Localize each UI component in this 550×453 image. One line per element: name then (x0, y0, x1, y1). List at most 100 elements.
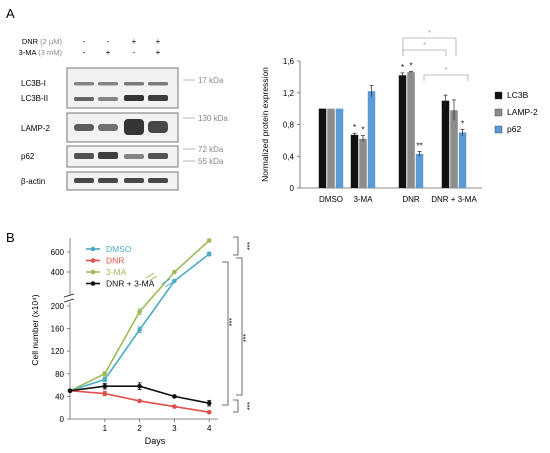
panel-label-a: A (6, 6, 15, 21)
data-point (102, 391, 108, 396)
legend-marker (90, 281, 96, 286)
band (124, 154, 144, 159)
blot-box-lc3b (66, 67, 179, 109)
sign: - (83, 48, 86, 57)
band (98, 152, 118, 159)
data-point (172, 278, 177, 284)
bar (450, 110, 458, 188)
legend-label: LC3B (507, 90, 529, 100)
bracket-significance: * (428, 29, 431, 38)
legend-swatch (494, 108, 503, 117)
band (74, 82, 94, 86)
x-tick-label: 3 (172, 424, 177, 433)
blot-box-actin (66, 171, 179, 191)
significance-mark: * (361, 126, 364, 135)
treat-row-3ma: 3-MA (3 mM) (19, 48, 63, 57)
bar (458, 132, 467, 188)
band-label: LC3B-I (21, 79, 46, 88)
significance-mark: * (401, 63, 404, 72)
y-tick-label: 40 (55, 392, 64, 401)
sign: - (133, 48, 136, 57)
comparison-bracket (402, 37, 457, 56)
significance-bracket (236, 257, 243, 396)
significance-mark: * (409, 61, 412, 70)
bracket-significance: * (423, 41, 426, 50)
bar (359, 138, 367, 188)
y-tick-label: 0 (290, 184, 295, 193)
y-tick-label: 1,6 (283, 57, 295, 66)
comparison-bracket (423, 74, 469, 81)
y-tick-label: 80 (55, 370, 64, 379)
band (74, 124, 94, 131)
sign: - (83, 37, 86, 46)
significance-stars: *** (243, 334, 250, 342)
legend-label: 3-MA (106, 267, 127, 277)
category-label: 3-MA (353, 195, 373, 204)
band (148, 178, 168, 183)
band (148, 121, 168, 133)
band (98, 82, 118, 86)
y-tick-label: 0,4 (283, 152, 295, 161)
legend-label: LAMP-2 (507, 107, 538, 117)
band (98, 97, 118, 101)
kda-label: 130 kDa (198, 114, 228, 123)
bar (318, 108, 327, 188)
y-tick-label: 1,2 (283, 89, 295, 98)
sign: + (156, 37, 161, 46)
sign: + (156, 48, 161, 57)
bar (327, 108, 335, 188)
category-label: DMSO (319, 195, 343, 204)
series-line (69, 239, 210, 392)
data-point (67, 388, 73, 394)
significance-mark: * (461, 119, 464, 128)
legend-label: DNR (106, 256, 124, 266)
band (124, 95, 144, 101)
data-point (206, 238, 212, 243)
data-point (172, 394, 177, 399)
sign: - (107, 37, 110, 46)
bar (335, 108, 344, 188)
bar (415, 153, 424, 188)
band (148, 82, 168, 86)
y-tick-label: 600 (51, 248, 65, 257)
legend-marker (90, 246, 96, 252)
data-point (137, 309, 142, 314)
data-point (206, 400, 212, 406)
band-label: LC3B-II (21, 94, 48, 103)
legend-marker (90, 269, 96, 275)
significance-bracket (222, 261, 229, 406)
band-label: LAMP-2 (21, 124, 50, 133)
panel-label-b: B (6, 230, 15, 245)
data-point (137, 398, 142, 404)
sign: + (132, 37, 137, 46)
x-tick-label: 2 (137, 424, 142, 433)
y-tick-label: 120 (51, 347, 65, 356)
y-axis-label: Normalized protein expression (260, 67, 270, 182)
treat-row-dnr: DNR (2 µM) (22, 37, 63, 46)
band (74, 178, 94, 183)
category-label: DNR (402, 195, 420, 204)
band (74, 153, 94, 159)
significance-stars: *** (229, 318, 236, 326)
category-label: DNR + 3-MA (431, 195, 477, 204)
y-tick-label: 160 (51, 325, 65, 334)
band (74, 97, 94, 101)
band-label: β-actin (21, 177, 45, 186)
data-point (102, 383, 108, 389)
legend-marker (90, 258, 96, 263)
band (124, 178, 144, 183)
band (98, 178, 118, 183)
legend-label: DNR + 3-MA (106, 279, 155, 289)
kda-label: 72 kDa (198, 145, 224, 154)
western-blot: DNR (2 µM) 3-MA (3 mM) - - + + - + - + (19, 37, 228, 191)
bar (407, 72, 415, 188)
data-point (206, 251, 212, 257)
data-point (102, 371, 108, 377)
bar (350, 134, 359, 188)
band (124, 119, 144, 135)
significance-bracket (233, 236, 239, 256)
significance-stars: *** (247, 242, 254, 250)
significance-stars: *** (247, 402, 254, 410)
band-label: p62 (21, 152, 35, 161)
